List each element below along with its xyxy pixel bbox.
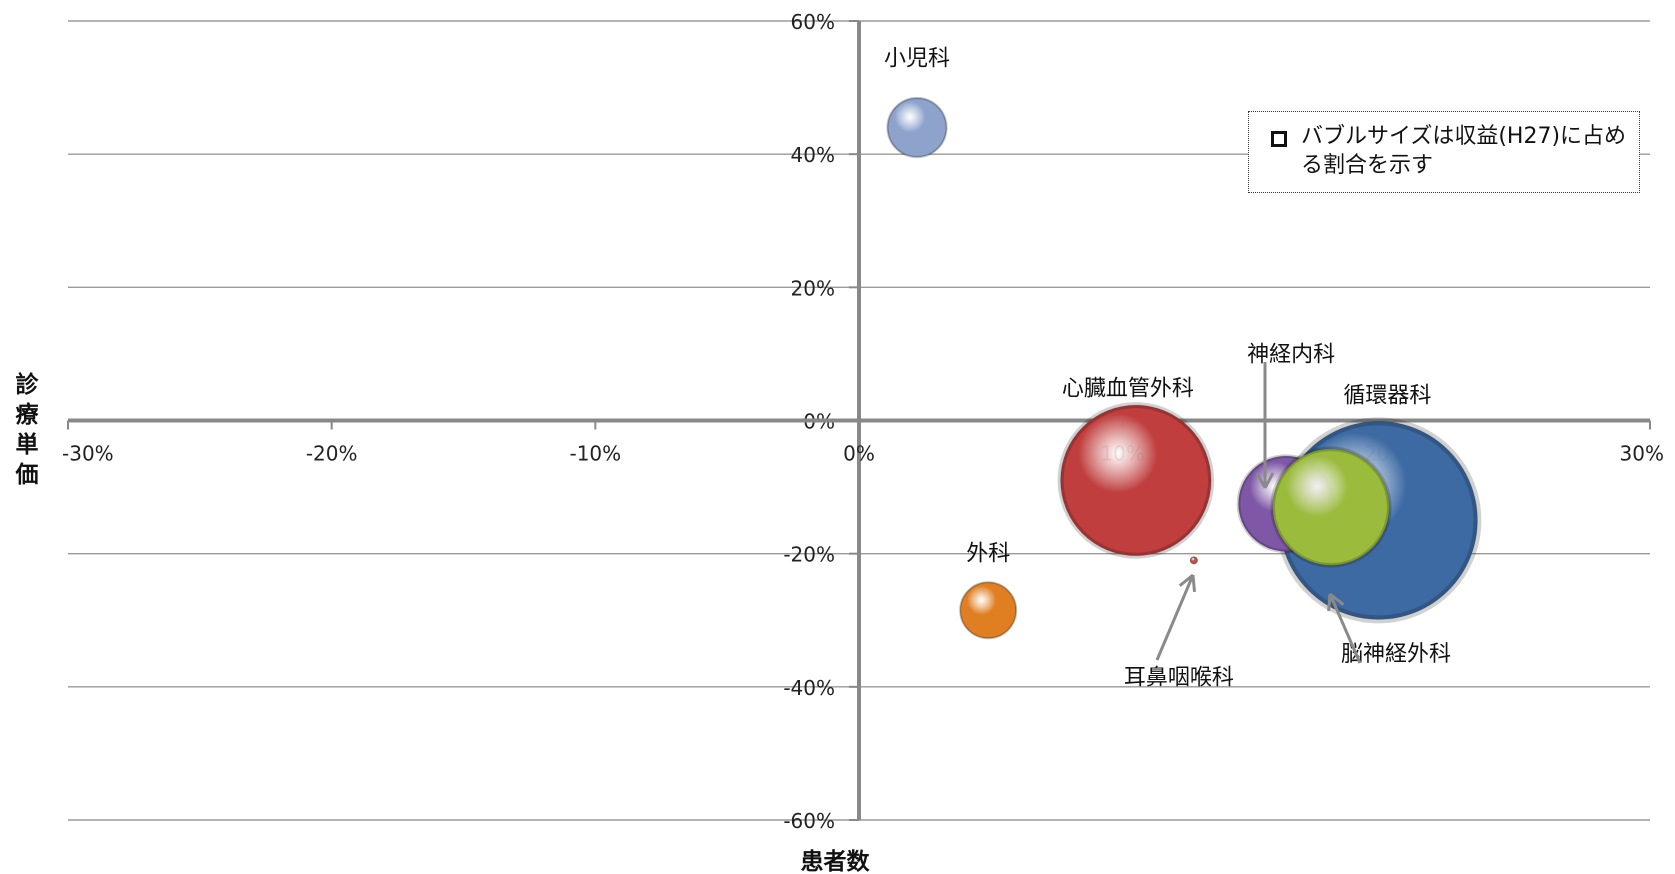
bubble-rim [1057,402,1215,559]
leader-arrowhead [1255,472,1275,489]
legend: バブルサイズは収益(H27)に占める割合を示す [1248,111,1640,193]
legend-note: バブルサイズは収益(H27)に占める割合を示す [1301,124,1627,178]
data-label: 神経内科 [1247,343,1335,368]
bubble [1060,404,1212,557]
data-label: 心臓血管外科 [1062,376,1194,401]
x-axis-title: 患者数 [801,848,871,874]
bubble [886,97,948,158]
axes: -60%-40%-20%0%20%40%60%-30%-20%-10%0%10%… [62,10,1664,833]
y-tick-label: 40% [791,143,835,167]
y-tick-label: -60% [783,809,835,833]
leader-arrow [1155,574,1195,661]
bubble-rim [886,96,948,159]
bubble [1272,448,1390,566]
y-axis-title-char: 診 [16,371,40,398]
data-label: 外科 [966,541,1010,566]
legend-marker [1271,131,1287,147]
leader-arrowhead [1178,573,1197,593]
bubble-rim [1189,556,1198,565]
leader-arrow [1328,593,1362,664]
data-label: 小児科 [884,47,950,72]
data-label: 循環器科 [1343,383,1431,408]
y-tick-label: -40% [783,676,835,700]
y-tick-label: 60% [791,10,835,34]
bubble-rim [959,581,1018,640]
x-tick-label: -10% [569,442,621,466]
bubble [959,581,1017,639]
y-tick-label: 20% [791,276,835,300]
x-tick-label: 30% [1620,442,1664,466]
y-axis-title-char: 療 [16,401,40,428]
bubble-rim [1270,446,1392,568]
x-tick-label: -20% [306,442,358,466]
bubble [1189,556,1198,565]
leader-arrowhead [1327,592,1345,612]
y-tick-label: -20% [783,543,835,567]
x-tick-label: -30% [62,442,114,466]
data-label: 耳鼻咽喉科 [1124,665,1234,690]
y-axis-title-char: 単 [16,431,39,458]
bubble-series [886,96,1482,640]
x-tick-label: 0% [843,442,875,466]
y-axis-title-char: 価 [15,462,39,488]
